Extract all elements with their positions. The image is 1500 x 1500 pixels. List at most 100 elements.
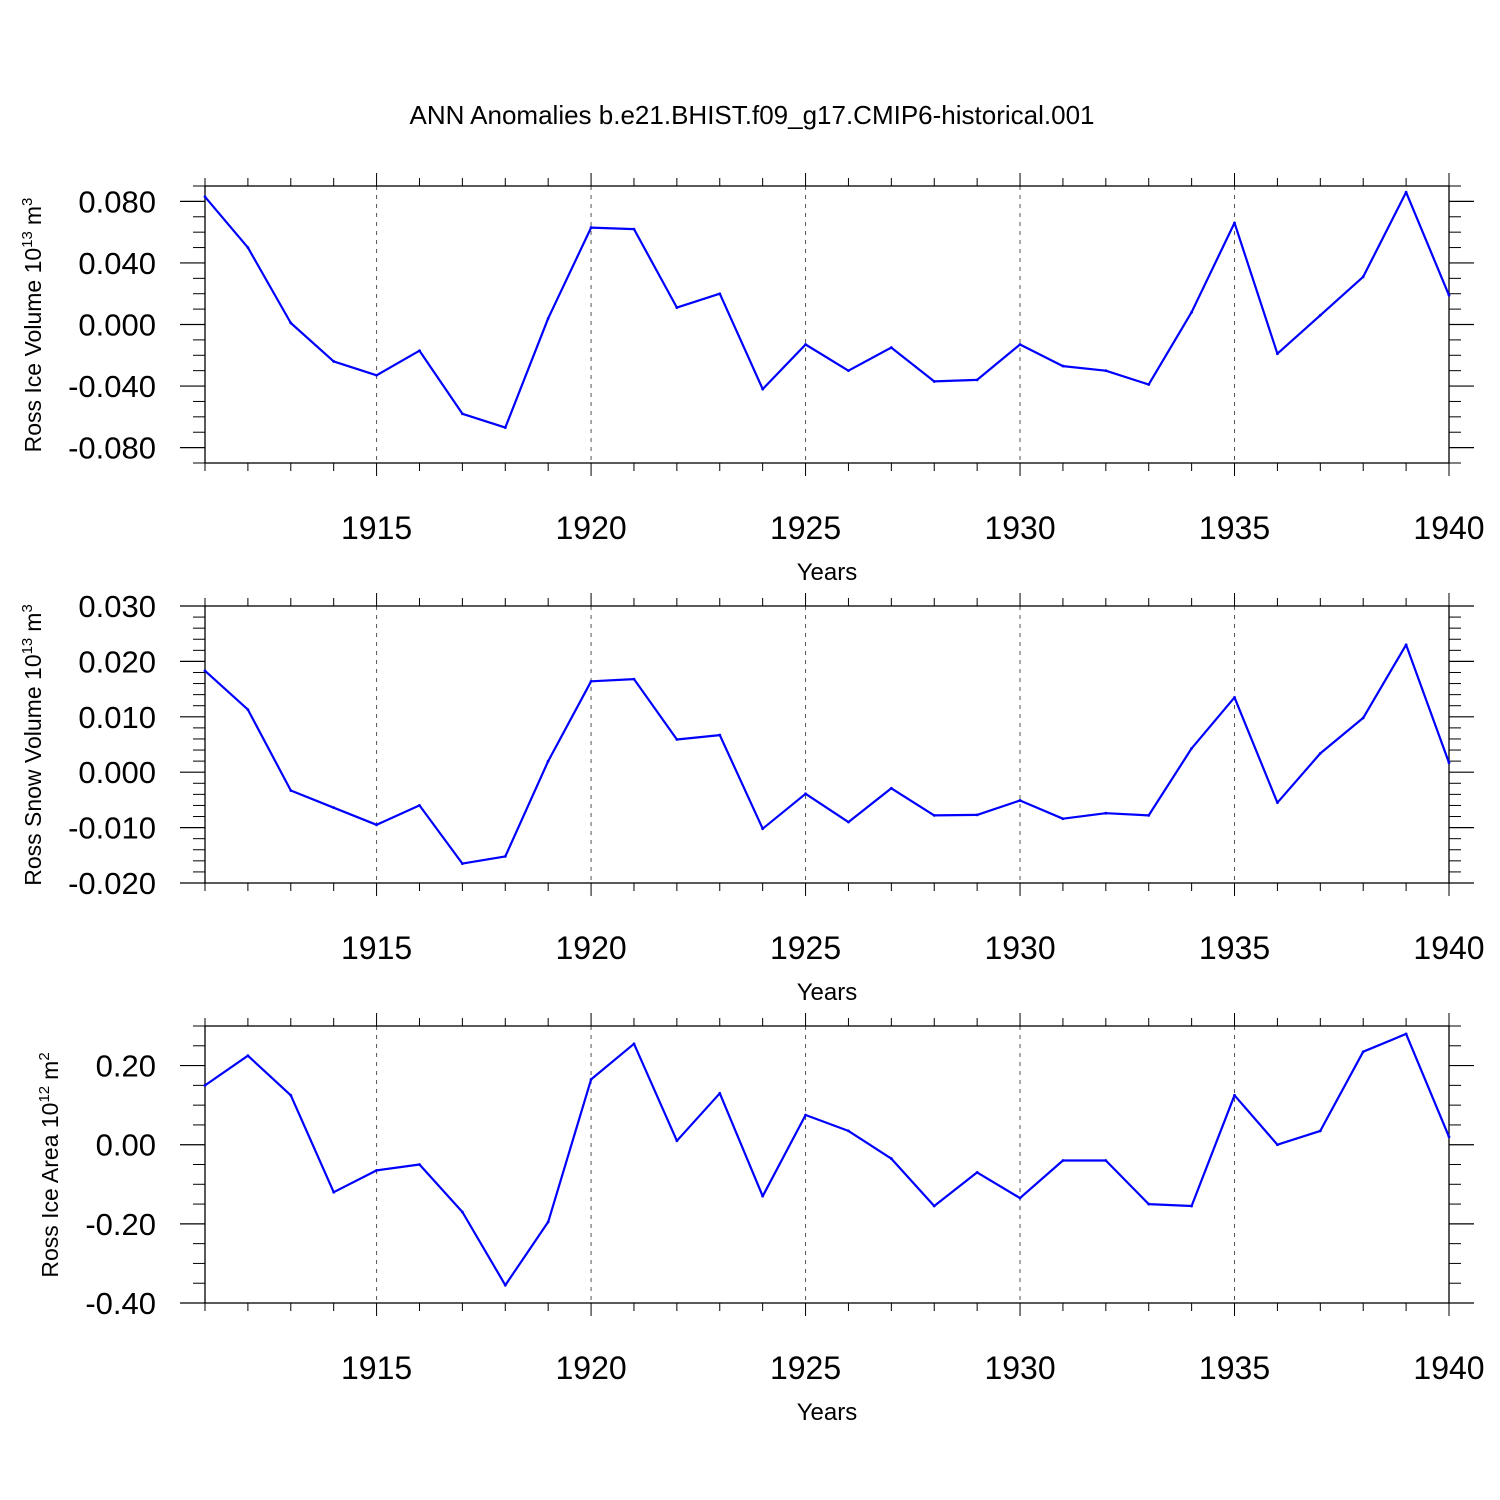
data-point bbox=[718, 1091, 722, 1095]
data-point bbox=[1233, 221, 1236, 225]
y-tick-label: 0.080 bbox=[78, 184, 156, 219]
x-tick-label: 1940 bbox=[1413, 510, 1484, 546]
data-point bbox=[375, 823, 378, 827]
data-point bbox=[246, 246, 250, 249]
data-point bbox=[975, 813, 979, 817]
data-point bbox=[418, 804, 421, 807]
data-point bbox=[632, 227, 636, 231]
ylabel-unit-exponent: 2 bbox=[36, 1052, 53, 1060]
data-point bbox=[1061, 817, 1065, 821]
data-point bbox=[289, 789, 293, 792]
data-point bbox=[589, 679, 593, 683]
data-point bbox=[1361, 1050, 1365, 1054]
data-point bbox=[460, 412, 464, 416]
data-point bbox=[375, 1169, 378, 1172]
ylabel-unit: m bbox=[37, 1061, 63, 1080]
data-point bbox=[1404, 1032, 1408, 1036]
chart-title: ANN Anomalies b.e21.BHIST.f09_g17.CMIP6-… bbox=[409, 100, 1094, 130]
data-point bbox=[889, 786, 893, 790]
y-tick-label: -0.040 bbox=[68, 369, 156, 404]
data-point bbox=[761, 387, 765, 391]
data-point bbox=[975, 378, 979, 382]
data-point bbox=[1104, 811, 1108, 815]
ylabel-exponent: 12 bbox=[36, 1086, 53, 1103]
x-tick-label: 1920 bbox=[555, 930, 626, 966]
data-point bbox=[503, 855, 507, 858]
data-point bbox=[246, 1054, 250, 1058]
y-tick-label: 0.00 bbox=[96, 1128, 156, 1163]
y-tick-label: 0.20 bbox=[96, 1049, 156, 1084]
xlabel-years: Years bbox=[797, 559, 858, 586]
data-point bbox=[1018, 1196, 1022, 1200]
data-point bbox=[1190, 746, 1194, 750]
data-point bbox=[1061, 364, 1065, 368]
x-tick-label: 1925 bbox=[770, 510, 841, 546]
data-point bbox=[761, 827, 765, 831]
ylabel-unit-exponent: 3 bbox=[19, 198, 36, 206]
data-point bbox=[418, 1163, 421, 1166]
data-point bbox=[718, 292, 722, 296]
data-point bbox=[332, 360, 336, 363]
x-tick-label: 1935 bbox=[1199, 1350, 1270, 1386]
data-point bbox=[1318, 1129, 1322, 1133]
ylabel-main: Ross Ice Volume 10 bbox=[20, 248, 46, 453]
x-tick-label: 1930 bbox=[984, 510, 1055, 546]
data-point bbox=[847, 820, 850, 824]
data-point bbox=[546, 316, 550, 320]
data-point bbox=[1190, 1204, 1194, 1208]
y-tick-label: -0.40 bbox=[85, 1286, 156, 1321]
data-point bbox=[1447, 1135, 1451, 1139]
x-tick-label: 1935 bbox=[1199, 930, 1270, 966]
data-point bbox=[847, 1129, 850, 1133]
x-tick-label: 1935 bbox=[1199, 510, 1270, 546]
data-point bbox=[589, 1078, 593, 1081]
data-point bbox=[675, 1139, 679, 1143]
data-point bbox=[1147, 383, 1151, 386]
data-point bbox=[804, 1113, 807, 1117]
ylabel-ice-area: Ross Ice Area 1012 m2 bbox=[36, 1052, 63, 1277]
data-point bbox=[804, 792, 807, 796]
data-point bbox=[1404, 190, 1408, 194]
ylabel-unit: m bbox=[20, 613, 46, 632]
data-point bbox=[1318, 751, 1322, 755]
x-tick-label: 1925 bbox=[770, 930, 841, 966]
data-point bbox=[1318, 313, 1322, 317]
data-point bbox=[761, 1194, 765, 1198]
y-tick-label: -0.010 bbox=[68, 811, 156, 846]
data-point bbox=[675, 738, 679, 741]
ylabel-exponent: 13 bbox=[19, 638, 36, 655]
data-point bbox=[718, 733, 722, 737]
y-tick-label: -0.020 bbox=[68, 866, 156, 901]
data-point bbox=[889, 1157, 893, 1160]
ylabel-exponent: 13 bbox=[19, 231, 36, 248]
data-point bbox=[1447, 293, 1451, 297]
xlabel-years: Years bbox=[797, 979, 858, 1006]
y-tick-label: -0.20 bbox=[85, 1207, 156, 1242]
data-point bbox=[1147, 814, 1151, 817]
data-point bbox=[503, 1283, 507, 1287]
ylabel-ice-volume: Ross Ice Volume 1013 m3 bbox=[19, 198, 46, 453]
xlabel-years: Years bbox=[797, 1399, 858, 1426]
series-line bbox=[204, 1032, 1451, 1287]
y-tick-label: 0.000 bbox=[78, 755, 156, 790]
data-point bbox=[1104, 1159, 1108, 1162]
y-tick-label: -0.080 bbox=[68, 431, 156, 466]
plot-frame bbox=[204, 605, 1450, 884]
data-point bbox=[546, 1220, 550, 1224]
x-tick-label: 1940 bbox=[1413, 1350, 1484, 1386]
plot-frame bbox=[204, 185, 1450, 464]
data-point bbox=[1104, 369, 1108, 373]
data-point bbox=[1361, 275, 1365, 279]
series-line bbox=[204, 643, 1451, 865]
x-tick-label: 1920 bbox=[555, 510, 626, 546]
data-point bbox=[203, 1083, 207, 1087]
data-point bbox=[203, 669, 207, 673]
y-tick-label: 0.030 bbox=[78, 589, 156, 624]
ylabel-main: Ross Snow Volume 10 bbox=[20, 654, 46, 885]
data-point bbox=[418, 349, 421, 353]
ylabel-unit: m bbox=[20, 206, 46, 225]
data-point bbox=[1018, 799, 1022, 802]
data-point bbox=[1404, 643, 1408, 647]
data-point bbox=[975, 1171, 979, 1174]
y-tick-label: 0.020 bbox=[78, 644, 156, 679]
